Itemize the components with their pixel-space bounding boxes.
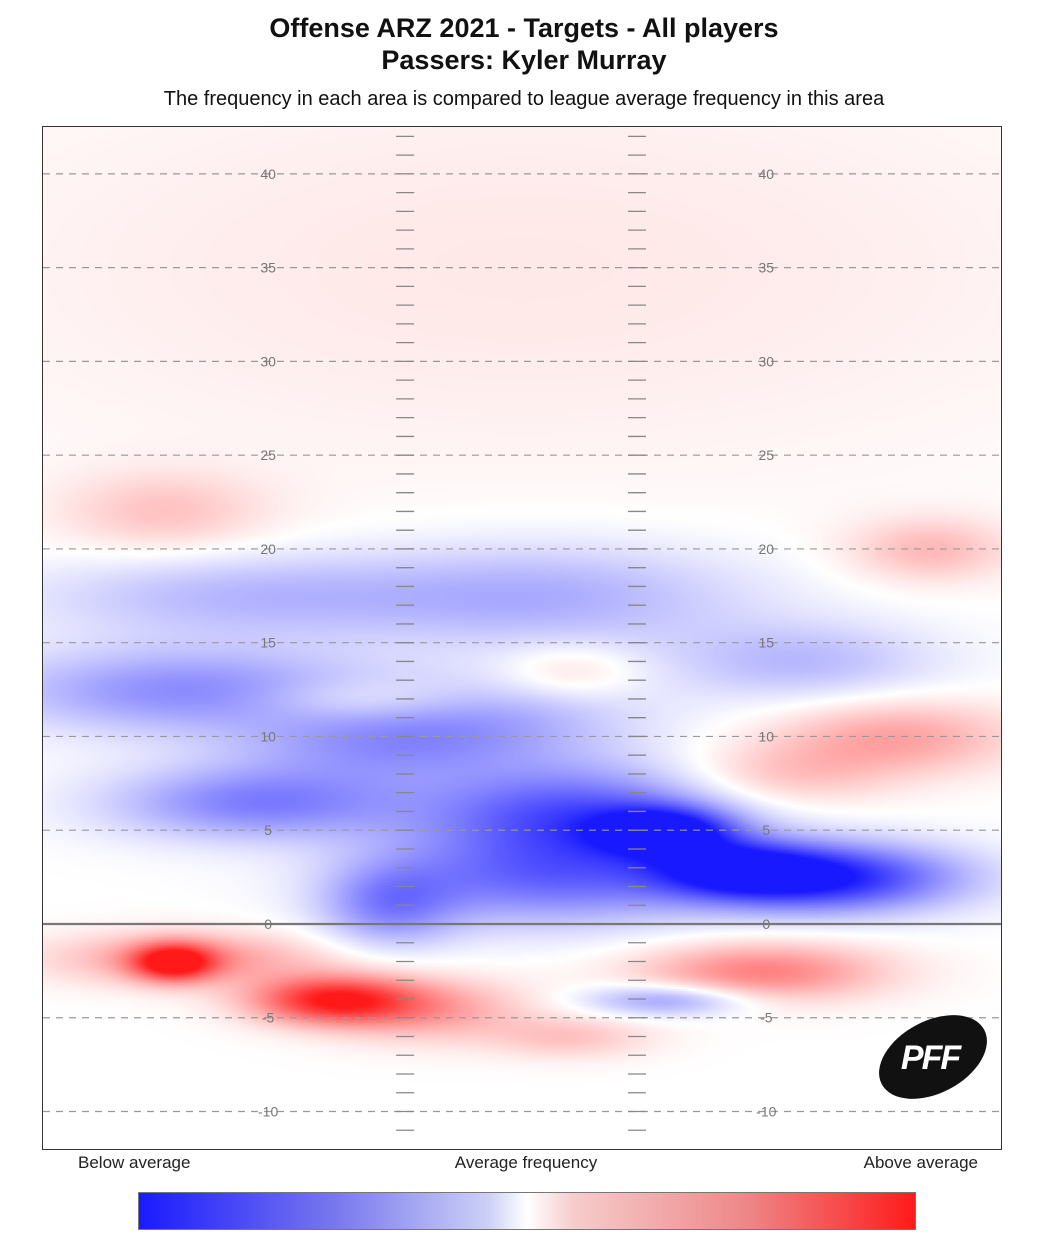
chart-title-line-2: Passers: Kyler Murray: [381, 45, 667, 75]
pff-logo-text: PFF: [901, 1039, 962, 1077]
tick-label-left-10: 10: [260, 728, 276, 744]
tick-label-left-5: 5: [264, 822, 272, 838]
chart-subtitle: The frequency in each area is compared t…: [163, 88, 885, 110]
legend-average-frequency: Average frequency: [454, 1153, 598, 1172]
heatmap-surface: [43, 127, 1001, 1149]
tick-label-right-40: 40: [759, 166, 775, 182]
yard-gridlines: [43, 173, 1001, 1113]
tick-label-left--5: -5: [262, 1010, 275, 1026]
tick-label-right-35: 35: [759, 260, 775, 276]
hash-marks: [396, 135, 646, 1131]
chart-title-line-1: Offense ARZ 2021 - Targets - All players: [269, 13, 779, 43]
tick-label-left-25: 25: [260, 447, 276, 463]
tick-label-left-15: 15: [260, 635, 276, 651]
tick-label-right--10: -10: [756, 1103, 776, 1119]
tick-label-left-20: 20: [260, 541, 276, 557]
tick-label-right-25: 25: [759, 447, 775, 463]
tick-label-left-35: 35: [260, 260, 276, 276]
color-scale-bar: [138, 1192, 916, 1230]
pff-logo: PFF: [879, 1015, 987, 1099]
tick-label-left-30: 30: [260, 353, 276, 369]
tick-label-right-20: 20: [759, 541, 775, 557]
tick-label-left-40: 40: [260, 166, 276, 182]
tick-label-right-10: 10: [759, 728, 775, 744]
heatmap-plot-area: 40403535303025252020151510105500-5-5-10-…: [42, 126, 1002, 1150]
tick-label-right--5: -5: [760, 1010, 773, 1026]
legend-above-average: Above average: [863, 1153, 978, 1172]
tick-label-right-30: 30: [759, 353, 775, 369]
yard-tick-labels: 40403535303025252020151510105500-5-5-10-…: [258, 166, 777, 1120]
tick-label-right-15: 15: [759, 635, 775, 651]
tick-label-left--10: -10: [258, 1103, 278, 1119]
tick-label-right-5: 5: [762, 822, 770, 838]
legend-below-average: Below average: [78, 1153, 191, 1172]
field-overlay: 40403535303025252020151510105500-5-5-10-…: [43, 135, 1001, 1131]
